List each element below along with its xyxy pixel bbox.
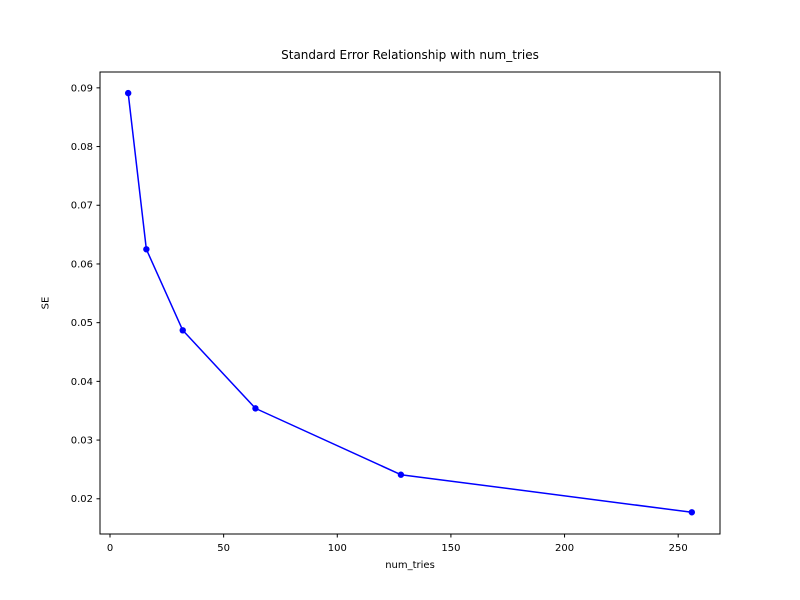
y-tick-label: 0.05 (71, 318, 93, 329)
x-tick-label: 250 (669, 543, 688, 554)
y-tick-label: 0.07 (71, 201, 93, 212)
y-tick-label: 0.06 (71, 259, 93, 270)
x-axis-label: num_tries (385, 560, 435, 571)
data-point (688, 509, 696, 516)
y-tick-label: 0.09 (71, 83, 93, 94)
data-point (179, 327, 186, 334)
x-tick-label: 50 (217, 543, 230, 554)
y-tick-label: 0.03 (71, 435, 93, 446)
y-tick-label: 0.02 (71, 494, 93, 505)
x-tick-label: 150 (441, 543, 460, 554)
x-tick-label: 200 (555, 543, 574, 554)
chart-title: Standard Error Relationship with num_tri… (281, 48, 539, 62)
data-point (143, 246, 150, 253)
data-point (124, 89, 132, 97)
x-tick-label: 100 (328, 543, 347, 554)
y-axis-label: SE (40, 296, 52, 310)
data-point (397, 471, 405, 478)
y-tick-label: 0.08 (71, 142, 93, 153)
y-tick-label: 0.04 (71, 377, 93, 388)
axes-frame (99, 71, 721, 535)
data-point (252, 405, 259, 412)
data-series-line (127, 92, 693, 514)
x-tick-label: 0 (107, 543, 113, 554)
